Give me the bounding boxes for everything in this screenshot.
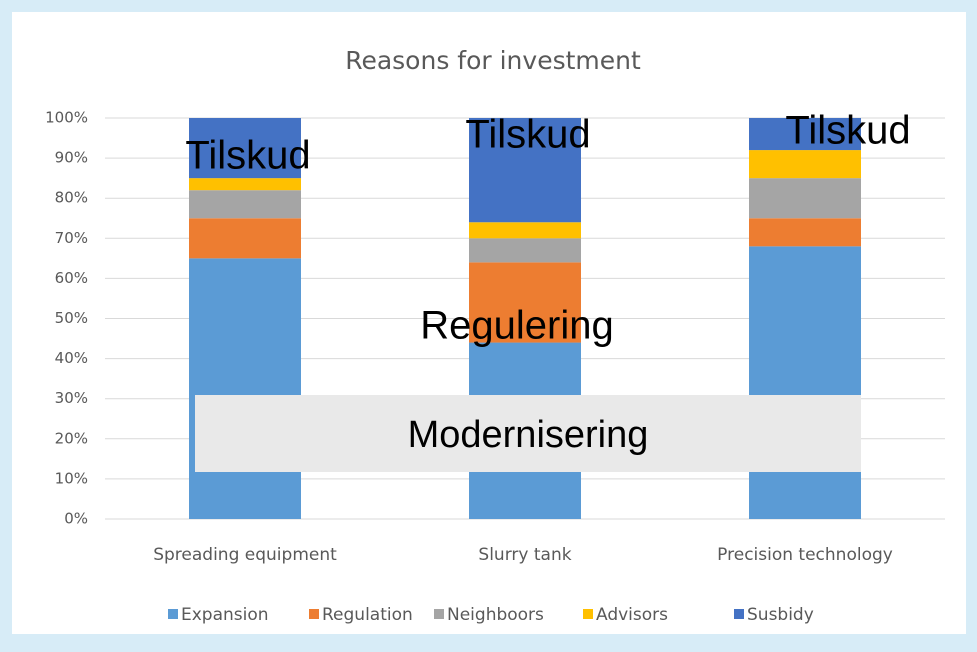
legend-label: Susbidy: [747, 605, 814, 625]
bar-segment: [189, 118, 301, 179]
legend-label: Advisors: [596, 605, 668, 625]
chart-title: Reasons for investment: [345, 46, 641, 75]
legend-swatch: [309, 609, 319, 619]
annotation-box: [195, 395, 861, 472]
bar-segment: [469, 118, 581, 223]
legend-label: Expansion: [181, 605, 269, 625]
y-tick-label: 80%: [55, 189, 88, 207]
annotation: Modernisering: [408, 414, 649, 456]
bar-segment: [189, 190, 301, 219]
bar-segment: [189, 218, 301, 259]
bar-segment: [469, 222, 581, 239]
annotation: Tilskud: [785, 109, 910, 153]
legend-label: Regulation: [322, 605, 413, 625]
legend-swatch: [434, 609, 444, 619]
legend-swatch: [734, 609, 744, 619]
y-tick-label: 90%: [55, 149, 88, 167]
bar-segment: [749, 150, 861, 179]
x-tick-label: Spreading equipment: [153, 545, 337, 565]
y-tick-label: 50%: [55, 309, 88, 327]
legend-swatch: [583, 609, 593, 619]
bar-segment: [749, 178, 861, 219]
x-tick-label: Precision technology: [717, 545, 893, 565]
y-tick-label: 100%: [45, 109, 88, 127]
y-tick-label: 20%: [55, 429, 88, 447]
annotation: Tilskud: [185, 134, 310, 178]
bar-segment: [749, 218, 861, 247]
bar-segment: [189, 178, 301, 191]
y-tick-label: 10%: [55, 469, 88, 487]
y-tick-label: 60%: [55, 269, 88, 287]
legend-swatch: [168, 609, 178, 619]
annotation: Regulering: [420, 304, 613, 348]
bar-segment: [469, 262, 581, 343]
bar-segment: [469, 238, 581, 263]
y-tick-label: 70%: [55, 229, 88, 247]
legend-label: Neighboors: [447, 605, 544, 625]
bar-segment: [749, 246, 861, 519]
bar-segment: [189, 258, 301, 519]
y-tick-label: 40%: [55, 349, 88, 367]
annotation: Tilskud: [465, 113, 590, 157]
y-tick-label: 30%: [55, 389, 88, 407]
bar-segment: [749, 118, 861, 151]
y-tick-label: 0%: [64, 510, 88, 528]
x-tick-label: Slurry tank: [478, 545, 571, 565]
